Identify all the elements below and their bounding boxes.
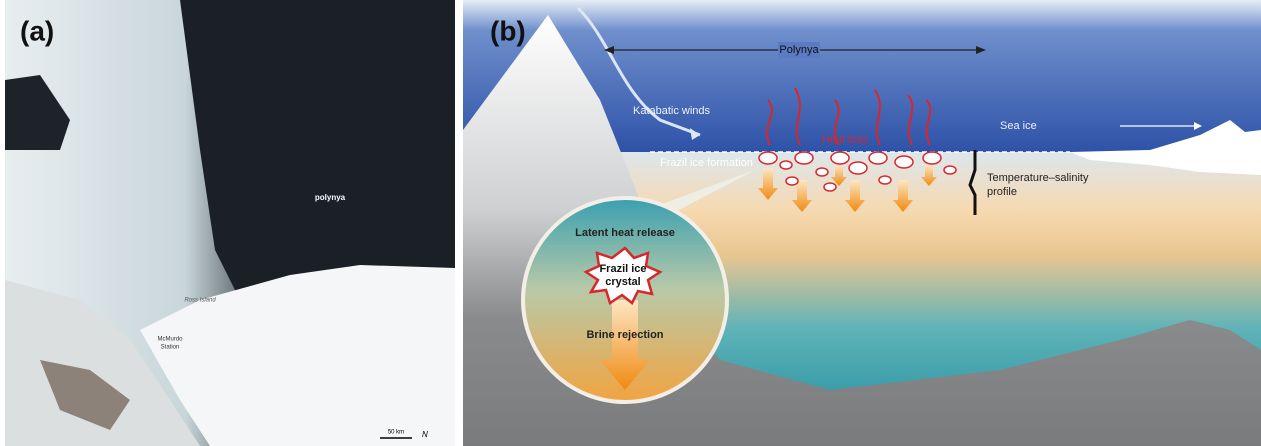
figure: (a) polynya Ross Island McMurdo Station … — [0, 0, 1261, 446]
annotation: profile — [987, 186, 1017, 198]
polynya-water — [180, 0, 455, 300]
annotation: polynya — [315, 193, 346, 202]
inset-label: Latent heat release — [575, 227, 675, 239]
annotation: Station — [161, 345, 180, 351]
annotation: Sea ice — [1000, 120, 1037, 132]
panel-label: (b) — [490, 15, 526, 46]
annotation: Heat loss — [822, 134, 868, 146]
annotation: Frazil ice formation — [660, 157, 753, 169]
panel-label: (a) — [20, 15, 54, 46]
annotation: Ross Island — [184, 298, 216, 304]
inset-label: Brine rejection — [586, 329, 663, 341]
inset-label: Frazil ice — [599, 263, 646, 275]
north-label: N — [422, 430, 428, 439]
annotation: Temperature–salinity — [987, 172, 1089, 184]
annotation: McMurdo — [157, 337, 183, 343]
inset-label: crystal — [605, 276, 640, 288]
scale-label: 50 km — [388, 430, 404, 436]
annotation: Polynya — [779, 44, 819, 56]
panel-a: (a) polynya Ross Island McMurdo Station … — [5, 0, 455, 446]
annotation: Katabatic winds — [633, 105, 711, 117]
panel-b: (b) Polynya Katabatic winds Heat loss Se… — [463, 0, 1261, 446]
